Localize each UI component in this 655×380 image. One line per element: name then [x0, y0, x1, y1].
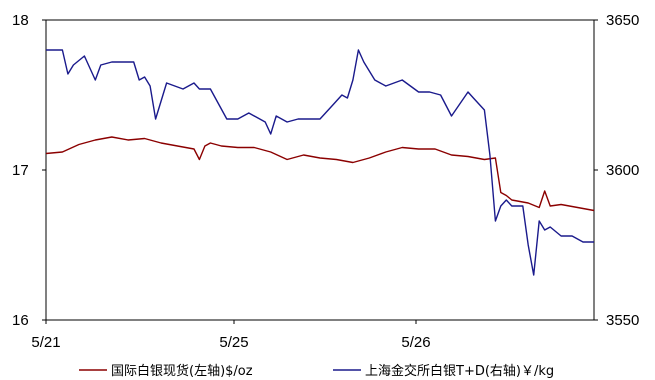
legend: 国际白银现货(左轴)$/oz 上海金交所白银T+D(右轴)￥/kg: [79, 363, 554, 379]
y-right-tick-label: 3650: [606, 12, 639, 29]
legend-item-sge-silver: 上海金交所白银T+D(右轴)￥/kg: [333, 363, 554, 379]
series-layer: [45, 49, 595, 276]
ticks-layer: 16 17 18 3550 3600 3650 5/21 5/25 5/26: [12, 12, 639, 351]
series-line-spot-silver: [45, 136, 595, 212]
y-right-tick-label: 3550: [606, 312, 639, 329]
x-tick-label: 5/26: [401, 334, 430, 351]
series-line-sge-silver: [46, 49, 594, 276]
legend-item-spot-silver: 国际白银现货(左轴)$/oz: [79, 363, 253, 379]
plot-area: [45, 19, 595, 321]
x-tick-label: 5/21: [31, 334, 60, 351]
y-right-tick-label: 3600: [606, 162, 639, 179]
y-left-tick-label: 17: [12, 162, 29, 179]
y-left-tick-label: 18: [12, 12, 29, 29]
legend-label: 上海金交所白银T+D(右轴)￥/kg: [365, 363, 554, 379]
legend-label: 国际白银现货(左轴)$/oz: [111, 363, 253, 379]
y-left-tick-label: 16: [12, 312, 29, 329]
plot-frame: [45, 19, 595, 321]
x-tick-label: 5/25: [219, 334, 248, 351]
